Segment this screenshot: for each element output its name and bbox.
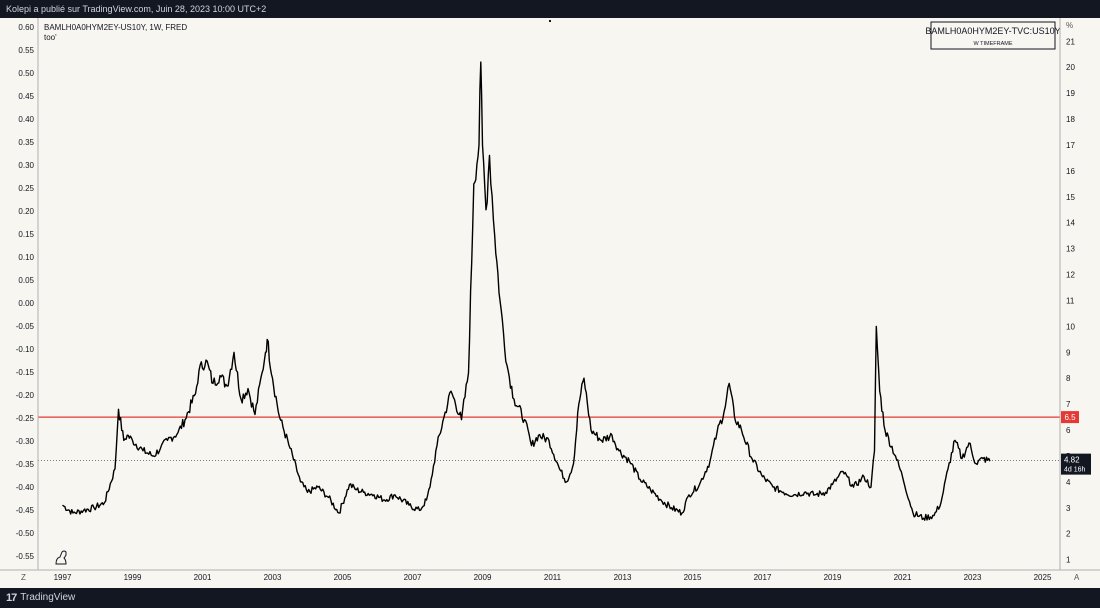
right-tick-label: 15 xyxy=(1066,193,1075,202)
left-tick-label: 0.10 xyxy=(18,253,34,262)
left-price-axis[interactable]: 0.60 0.55 0.50 0.45 0.40 0.35 0.30 0.25 0.20 0.15… xyxy=(16,23,35,561)
time-tick-label: 2001 xyxy=(194,573,212,582)
line-chart[interactable]: 0.60 0.55 0.50 0.45 0.40 0.35 0.30 0.25 0.20 0.15… xyxy=(0,18,1100,588)
left-tick-label: 0.20 xyxy=(18,207,34,216)
time-tick-label: 2009 xyxy=(474,573,492,582)
left-tick-label: -0.55 xyxy=(16,552,35,561)
time-axis[interactable]: 1997 1999 2001 2003 2005 2007 2009 2011 2013 2015… xyxy=(54,573,1052,582)
left-tick-label: 0.60 xyxy=(18,23,34,32)
time-tick-label: 2005 xyxy=(334,573,352,582)
right-tick-label: 14 xyxy=(1066,219,1075,228)
tradingview-logo-icon: 17 xyxy=(6,592,17,604)
left-tick-label: 0.05 xyxy=(18,276,34,285)
time-tick-label: 2025 xyxy=(1034,573,1052,582)
right-axis-unit: % xyxy=(1066,21,1073,30)
left-tick-label: -0.45 xyxy=(16,506,35,515)
right-tick-label: 4 xyxy=(1066,478,1071,487)
left-tick-label: 0.55 xyxy=(18,46,34,55)
right-tick-label: 20 xyxy=(1066,63,1075,72)
chart-area[interactable]: 0.60 0.55 0.50 0.45 0.40 0.35 0.30 0.25 0.20 0.15… xyxy=(0,18,1100,588)
right-tick-label: 8 xyxy=(1066,374,1071,383)
symbol-label: BAMLH0A0HYM2EY-US10Y, 1W, FRED xyxy=(44,23,187,32)
right-tick-label: 16 xyxy=(1066,167,1075,176)
time-tick-label: 2013 xyxy=(614,573,632,582)
level-line-label-bg xyxy=(1061,411,1079,424)
left-scale-toggle[interactable]: Z xyxy=(21,573,26,582)
time-tick-label: 2015 xyxy=(684,573,702,582)
right-tick-label: 10 xyxy=(1066,322,1075,331)
legend-title: BAMLH0A0HYM2EY-TVC:US10Y xyxy=(925,26,1060,36)
level-line-label: 6.5 xyxy=(1064,413,1076,422)
left-tick-label: -0.25 xyxy=(16,414,35,423)
left-tick-label: 0.45 xyxy=(18,92,34,101)
time-tick-label: 2023 xyxy=(964,573,982,582)
right-tick-label: 2 xyxy=(1066,530,1071,539)
left-tick-label: -0.10 xyxy=(16,345,35,354)
left-tick-label: 0.25 xyxy=(18,184,34,193)
series-line xyxy=(62,61,991,521)
right-tick-label: 9 xyxy=(1066,348,1071,357)
top-marker xyxy=(549,20,551,22)
right-tick-label: 21 xyxy=(1066,37,1075,46)
publish-info-text: Kolepi a publié sur TradingView.com, Jui… xyxy=(6,4,267,14)
last-value-label: 4.82 xyxy=(1064,456,1080,465)
time-tick-label: 2003 xyxy=(264,573,282,582)
last-value-label-bg xyxy=(1061,453,1091,475)
left-tick-label: 0.35 xyxy=(18,138,34,147)
left-tick-label: -0.40 xyxy=(16,483,35,492)
right-tick-label: 1 xyxy=(1066,556,1071,565)
last-value-marker: 4.82 4d 16h xyxy=(38,453,1091,475)
time-tick-label: 2019 xyxy=(824,573,842,582)
right-tick-label: 11 xyxy=(1066,296,1075,305)
legend-subtitle: W TIMEFRAME xyxy=(973,41,1012,47)
right-scale-toggle[interactable]: A xyxy=(1074,573,1080,582)
left-tick-label: 0.30 xyxy=(18,161,34,170)
right-tick-label: 18 xyxy=(1066,115,1075,124)
time-tick-label: 2011 xyxy=(544,573,562,582)
time-tick-label: 2017 xyxy=(754,573,772,582)
left-tick-label: 0.40 xyxy=(18,115,34,124)
time-tick-label: 2021 xyxy=(894,573,912,582)
indicator-sub-label: too' xyxy=(44,33,57,42)
tradingview-logo[interactable]: 17 TradingView xyxy=(6,588,75,608)
time-tick-label: 2007 xyxy=(404,573,422,582)
legend-box: BAMLH0A0HYM2EY-TVC:US10Y W TIMEFRAME xyxy=(925,21,1061,50)
last-value-countdown: 4d 16h xyxy=(1064,467,1086,474)
left-tick-label: -0.20 xyxy=(16,391,35,400)
right-tick-label: 17 xyxy=(1066,141,1075,150)
horizontal-level-line[interactable]: 6.5 xyxy=(38,411,1079,424)
left-tick-label: 0.00 xyxy=(18,299,34,308)
footer-bar: 17 TradingView xyxy=(0,588,1100,608)
left-tick-label: 0.15 xyxy=(18,230,34,239)
dino-icon xyxy=(55,550,67,565)
right-price-axis[interactable]: 212019181716151413121110987654321 xyxy=(1066,37,1075,564)
left-tick-label: -0.30 xyxy=(16,437,35,446)
right-tick-label: 3 xyxy=(1066,504,1071,513)
left-tick-label: -0.15 xyxy=(16,368,35,377)
publish-info-bar: Kolepi a publié sur TradingView.com, Jui… xyxy=(0,0,1100,18)
tradingview-logo-text: TradingView xyxy=(20,592,76,603)
time-tick-label: 1997 xyxy=(54,573,72,582)
right-tick-label: 6 xyxy=(1066,426,1071,435)
left-tick-label: -0.50 xyxy=(16,529,35,538)
right-tick-label: 12 xyxy=(1066,271,1075,280)
left-tick-label: 0.50 xyxy=(18,69,34,78)
right-tick-label: 19 xyxy=(1066,89,1075,98)
right-tick-label: 7 xyxy=(1066,400,1071,409)
left-tick-label: -0.05 xyxy=(16,322,35,331)
time-tick-label: 1999 xyxy=(124,573,142,582)
left-tick-label: -0.35 xyxy=(16,460,35,469)
right-tick-label: 13 xyxy=(1066,245,1075,254)
